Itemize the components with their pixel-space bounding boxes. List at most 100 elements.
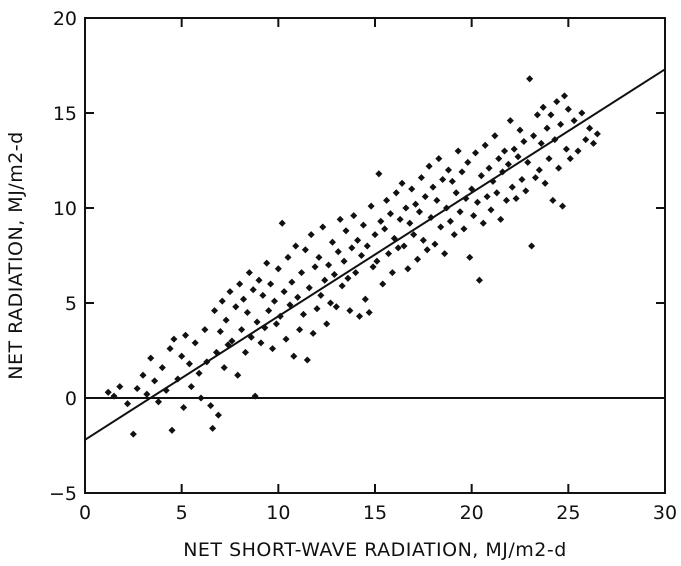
data-point (371, 231, 379, 239)
data-point (317, 291, 325, 299)
data-point (170, 335, 178, 343)
data-point (340, 257, 348, 265)
data-point (338, 282, 346, 290)
data-point (415, 208, 424, 216)
data-point (332, 303, 340, 311)
data-point (485, 164, 493, 172)
data-point (448, 177, 456, 185)
data-point (239, 295, 248, 303)
data-point (191, 339, 199, 347)
data-point (315, 253, 323, 261)
data-point (543, 124, 551, 132)
data-point (514, 153, 522, 161)
data-point (516, 126, 524, 134)
data-point (195, 369, 203, 377)
data-point (373, 257, 381, 265)
data-point (267, 280, 275, 288)
data-point (282, 335, 290, 343)
data-point (313, 305, 321, 313)
data-point (263, 259, 271, 267)
data-point (477, 172, 485, 180)
data-point (388, 269, 396, 277)
axis-ticks (84, 17, 666, 494)
data-point (154, 398, 163, 406)
data-point (336, 215, 344, 223)
data-point (473, 198, 482, 206)
data-point (249, 286, 257, 294)
data-point (398, 179, 406, 187)
data-point (207, 402, 215, 410)
data-point (383, 196, 391, 204)
y-tick-label: 20 (53, 8, 77, 30)
data-point (570, 117, 578, 125)
data-point (369, 263, 377, 271)
data-point (201, 326, 209, 334)
data-point (593, 130, 601, 138)
data-point (483, 193, 491, 201)
data-point (582, 136, 590, 144)
data-point (348, 244, 356, 252)
data-point (386, 210, 395, 218)
data-point (466, 253, 474, 261)
data-point (574, 147, 582, 155)
data-point (151, 377, 159, 385)
data-point (520, 137, 528, 146)
data-point (446, 217, 454, 225)
data-point (236, 280, 244, 288)
data-point (381, 225, 389, 233)
x-tick-label: 15 (363, 502, 387, 524)
data-point (354, 236, 362, 244)
regression-line (84, 68, 666, 441)
data-point (297, 269, 306, 277)
data-point (129, 430, 137, 438)
data-point (352, 269, 360, 277)
data-point (311, 263, 319, 271)
data-point (441, 250, 449, 258)
y-tick-label: 0 (65, 388, 77, 410)
data-point (265, 307, 273, 315)
data-point (375, 170, 383, 178)
data-point (321, 276, 329, 284)
y-axis-label: NET RADIATION, MJ/m2-d (5, 131, 27, 379)
x-tick-label: 25 (556, 502, 580, 524)
data-point (458, 168, 466, 176)
data-point (222, 316, 230, 324)
data-point (185, 360, 193, 368)
data-point (589, 139, 598, 147)
data-point (181, 331, 190, 339)
data-point (481, 141, 489, 149)
data-point (220, 364, 228, 372)
x-tick-label: 20 (460, 502, 484, 524)
data-point (431, 240, 439, 248)
data-point (533, 111, 541, 119)
data-point (396, 215, 404, 223)
data-point (549, 196, 557, 204)
data-point (537, 139, 545, 147)
data-point (139, 371, 147, 379)
data-point (344, 274, 352, 282)
data-point (491, 132, 499, 140)
data-point (359, 221, 367, 229)
data-point (255, 276, 263, 284)
data-point (365, 308, 373, 317)
data-point (292, 242, 300, 250)
data-point (187, 383, 195, 391)
data-point (259, 291, 267, 299)
data-point (384, 250, 393, 258)
data-point (500, 147, 509, 155)
x-tick-label: 10 (266, 502, 290, 524)
data-point (564, 105, 572, 113)
data-point (531, 174, 540, 182)
x-tick-label: 0 (79, 502, 91, 524)
data-point (216, 327, 224, 336)
data-point (116, 383, 124, 391)
data-point (123, 400, 132, 408)
data-point (379, 280, 387, 288)
data-point (417, 174, 425, 182)
data-point (412, 200, 420, 208)
data-point (253, 318, 261, 326)
data-point (226, 288, 234, 296)
data-point (558, 202, 567, 210)
data-point (280, 288, 288, 296)
data-point (470, 212, 478, 220)
